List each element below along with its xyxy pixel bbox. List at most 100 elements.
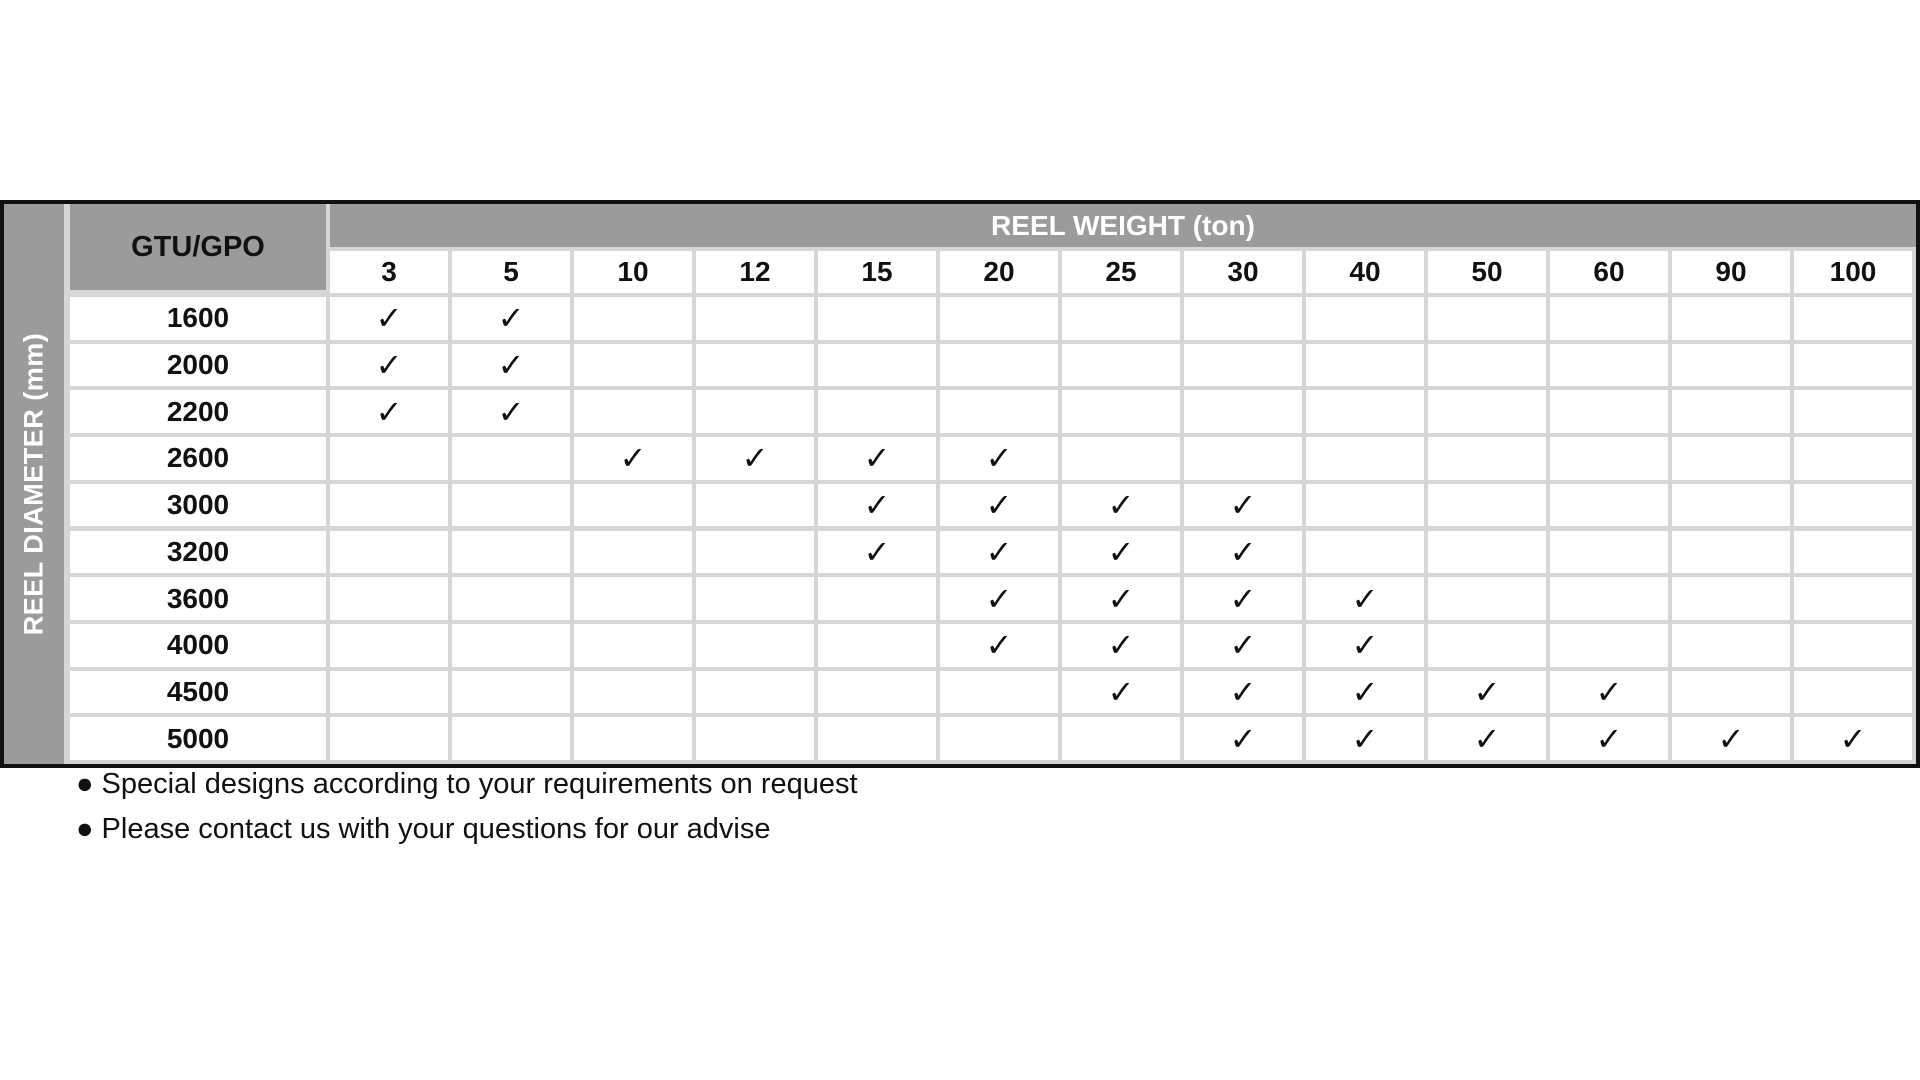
reel-capacity-table: REEL DIAMETER (mm) GTU/GPO REEL WEIGHT (… (0, 200, 1920, 768)
note-text: Please contact us with your questions fo… (101, 813, 771, 845)
diameter-cell-3200: 3200 (70, 530, 326, 574)
checkmark-icon: ✓ (1107, 626, 1135, 665)
checkmark-icon: ✓ (1107, 579, 1135, 618)
checkmark-icon: ✓ (375, 392, 403, 431)
table-cell: ✓ (1550, 670, 1668, 714)
weight-header-3: 3 (330, 251, 448, 293)
checkmark-icon: ✓ (741, 439, 769, 478)
table-cell (574, 390, 692, 434)
table-cell: ✓ (940, 437, 1058, 480)
table-cell (574, 623, 692, 667)
table-cell: ✓ (1794, 717, 1912, 760)
diameter-cell-3600: 3600 (70, 577, 326, 620)
weight-header-50: 50 (1428, 251, 1546, 293)
table-cell (452, 577, 570, 620)
checkmark-icon: ✓ (497, 299, 525, 338)
table-cell (1428, 390, 1546, 434)
table-cell (1550, 437, 1668, 480)
checkmark-icon: ✓ (375, 346, 403, 385)
table-cell: ✓ (1184, 483, 1302, 527)
table-cell (574, 343, 692, 387)
table-cell (696, 297, 814, 340)
diameter-cell-3000: 3000 (70, 483, 326, 527)
table-cell (452, 530, 570, 574)
table-cell (1550, 623, 1668, 667)
table-cell: ✓ (574, 437, 692, 480)
table-cell (940, 717, 1058, 760)
table-cell (330, 717, 448, 760)
table-cell: ✓ (1550, 717, 1668, 760)
table-cell (452, 623, 570, 667)
checkmark-icon: ✓ (1473, 719, 1501, 758)
checkmark-icon: ✓ (1229, 579, 1257, 618)
table-cell: ✓ (452, 297, 570, 340)
diameter-cell-2200: 2200 (70, 390, 326, 434)
table-cell (1794, 623, 1912, 667)
table-cell (574, 297, 692, 340)
table-cell (1062, 717, 1180, 760)
table-cell (1062, 297, 1180, 340)
table-cell (1306, 530, 1424, 574)
table-cell (1672, 670, 1790, 714)
checkmark-icon: ✓ (1229, 486, 1257, 525)
table-cell: ✓ (940, 577, 1058, 620)
table-cell (696, 577, 814, 620)
table-cell: ✓ (818, 437, 936, 480)
table-cell (818, 577, 936, 620)
table-cell (1062, 437, 1180, 480)
table-cell (1672, 390, 1790, 434)
table-cell: ✓ (1306, 670, 1424, 714)
table-cell: ✓ (1062, 670, 1180, 714)
table-cell: ✓ (452, 390, 570, 434)
table-cell (1672, 483, 1790, 527)
checkmark-icon: ✓ (985, 626, 1013, 665)
table-cell (1550, 483, 1668, 527)
table-cell (1306, 390, 1424, 434)
table-cell (1550, 297, 1668, 340)
table-cell (818, 717, 936, 760)
table-cell (1672, 577, 1790, 620)
checkmark-icon: ✓ (863, 439, 891, 478)
corner-header: GTU/GPO (70, 204, 326, 290)
table-cell (574, 530, 692, 574)
weight-header-25: 25 (1062, 251, 1180, 293)
checkmark-icon: ✓ (1595, 719, 1623, 758)
weight-header-30: 30 (1184, 251, 1302, 293)
weight-header-100: 100 (1794, 251, 1912, 293)
table-cell (330, 577, 448, 620)
table-cell (1184, 343, 1302, 387)
bullet-icon: ● (76, 813, 94, 845)
table-cell (330, 437, 448, 480)
table-cell (696, 717, 814, 760)
checkmark-icon: ✓ (863, 486, 891, 525)
checkmark-icon: ✓ (1107, 672, 1135, 711)
checkmark-icon: ✓ (1229, 626, 1257, 665)
checkmark-icon: ✓ (497, 346, 525, 385)
diameter-cell-4500: 4500 (70, 670, 326, 714)
table-cell (1672, 343, 1790, 387)
weight-header-60: 60 (1550, 251, 1668, 293)
table-cell: ✓ (330, 297, 448, 340)
table-cell (818, 297, 936, 340)
table-cell: ✓ (1184, 530, 1302, 574)
table-cell (1550, 390, 1668, 434)
table-cell (1794, 390, 1912, 434)
checkmark-icon: ✓ (1229, 672, 1257, 711)
checkmark-icon: ✓ (985, 532, 1013, 571)
table-cell (696, 530, 814, 574)
table-cell (574, 483, 692, 527)
table-cell (1428, 530, 1546, 574)
table-cell (1184, 437, 1302, 480)
table-cell (574, 577, 692, 620)
table-cell (1306, 483, 1424, 527)
table-cell (1794, 483, 1912, 527)
checkmark-icon: ✓ (1595, 672, 1623, 711)
table-cell: ✓ (1184, 670, 1302, 714)
table-cell (696, 343, 814, 387)
table-cell: ✓ (940, 483, 1058, 527)
table-cell (1428, 297, 1546, 340)
diameter-cell-1600: 1600 (70, 297, 326, 340)
table-cell: ✓ (1672, 717, 1790, 760)
weight-header-12: 12 (696, 251, 814, 293)
checkmark-icon: ✓ (985, 439, 1013, 478)
